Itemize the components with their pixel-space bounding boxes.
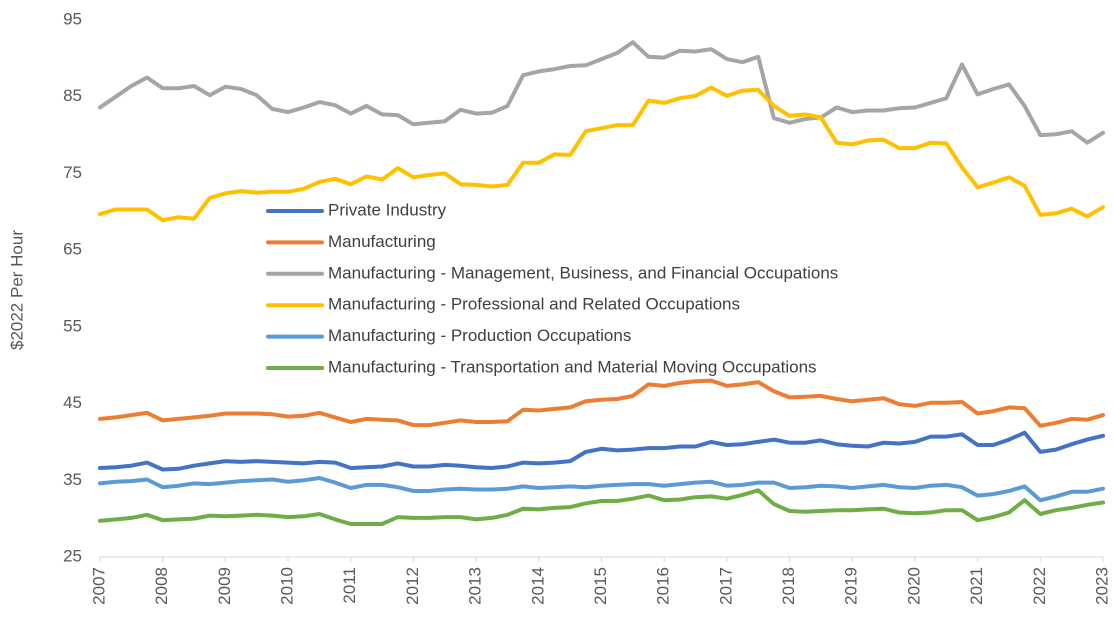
- series-line: [98, 430, 1105, 472]
- x-tick-label: 2020: [904, 567, 923, 605]
- series-line: [98, 40, 1105, 145]
- legend-label: Manufacturing: [328, 232, 436, 251]
- legend: Private Industry Manufacturing Manufacturi…: [266, 200, 838, 376]
- x-tick-label: 2021: [967, 567, 986, 605]
- x-tick-label: 2008: [152, 567, 171, 605]
- y-tick-label: 85: [63, 86, 82, 105]
- y-tick-label: 45: [63, 393, 82, 412]
- legend-label: Manufacturing - Transportation and Mater…: [328, 357, 817, 376]
- series-line: [98, 488, 1105, 526]
- x-tick-label: 2010: [278, 567, 297, 605]
- legend-label: Manufacturing - Professional and Related…: [328, 295, 740, 314]
- y-tick-label: 95: [63, 9, 82, 28]
- x-tick-label: 2007: [89, 567, 108, 605]
- x-tick-label: 2022: [1030, 567, 1049, 605]
- x-tick-label: 2009: [215, 567, 234, 605]
- x-tick-label: 2013: [466, 567, 485, 605]
- x-tick-label: 2012: [403, 567, 422, 605]
- y-axis-label: $2022 Per Hour: [7, 230, 26, 350]
- x-tick-label: 2023: [1092, 567, 1111, 605]
- y-tick-label: 55: [63, 316, 82, 335]
- y-tick-label: 25: [63, 546, 82, 565]
- x-tick-label: 2017: [716, 567, 735, 605]
- y-tick-label: 35: [63, 470, 82, 489]
- series-line: [98, 85, 1105, 223]
- legend-label: Manufacturing - Production Occupations: [328, 326, 631, 345]
- x-tick-label: 2016: [654, 567, 673, 605]
- x-tick-label: 2015: [591, 567, 610, 605]
- x-tick-label: 2011: [340, 567, 359, 604]
- x-tick-label: 2018: [779, 567, 798, 605]
- y-tick-label: 75: [63, 163, 82, 182]
- series-line: [98, 476, 1105, 503]
- y-tick-label: 65: [63, 240, 82, 259]
- x-tick-label: 2019: [842, 567, 861, 605]
- x-tick-label: 2014: [528, 567, 547, 605]
- legend-label: Manufacturing - Management, Business, an…: [328, 263, 838, 282]
- series-line: [98, 378, 1105, 428]
- legend-label: Private Industry: [328, 200, 447, 219]
